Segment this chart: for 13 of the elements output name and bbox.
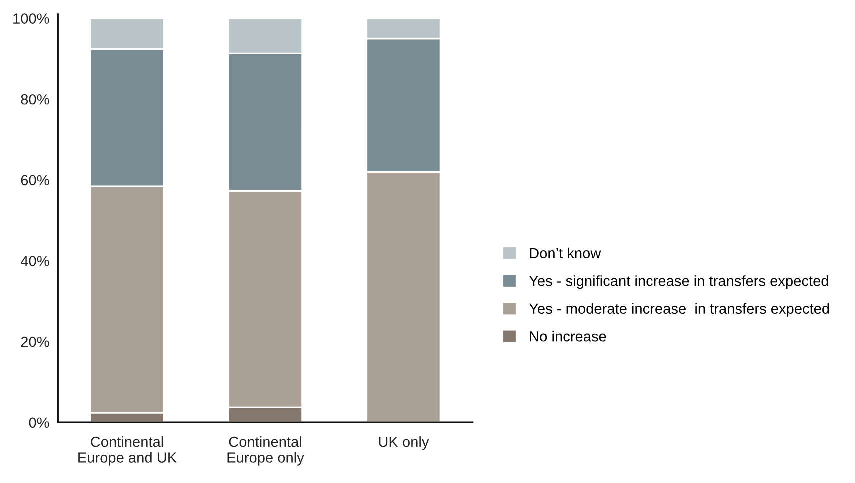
legend-label: No increase bbox=[530, 331, 606, 342]
legend-label: Don’t know bbox=[530, 248, 602, 259]
y-tick-label: 20% bbox=[21, 336, 50, 348]
y-tick-label: 0% bbox=[29, 418, 50, 428]
legend-label: Yes - significant increase in transfers expected bbox=[529, 276, 828, 290]
y-tick-label: 60% bbox=[21, 175, 50, 186]
x-tick-label: Continental Europe and UK bbox=[78, 436, 177, 466]
legend-label: Yes - moderate increase in transfers expected bbox=[529, 303, 830, 317]
y-tick-label: 100% bbox=[14, 14, 50, 24]
y-tick-label: 40% bbox=[20, 256, 50, 266]
y-tick-label: 80% bbox=[21, 94, 50, 105]
x-tick-label: Continental Europe only bbox=[228, 436, 304, 466]
x-tick-label: UK only bbox=[379, 436, 430, 450]
